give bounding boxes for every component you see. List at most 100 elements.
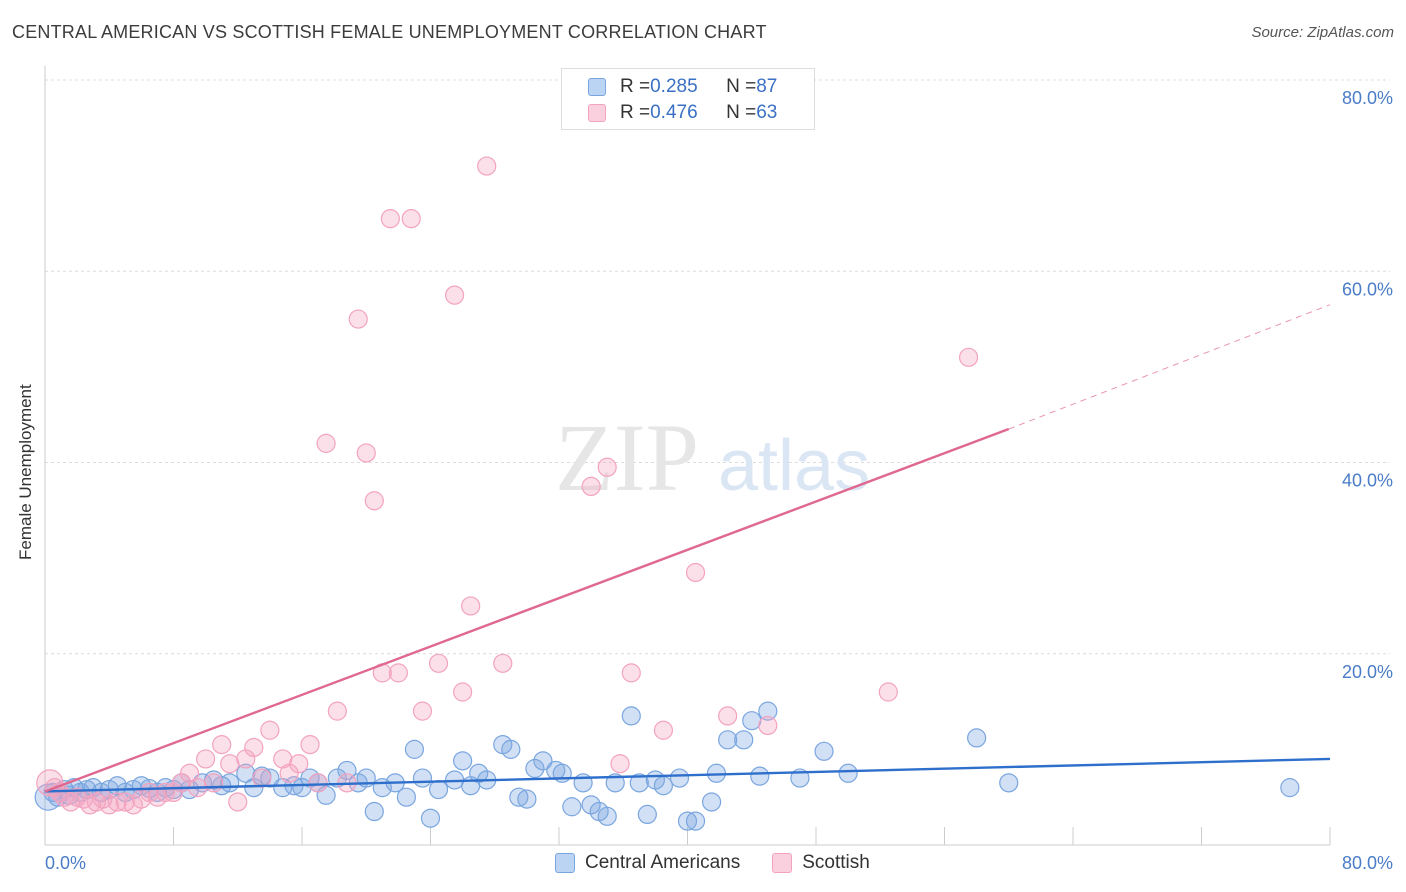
legend-r-label: R =: [620, 102, 651, 123]
trend-lines: [44, 304, 1331, 793]
legend-swatch-pink: [588, 104, 606, 122]
legend-row-central-americans: R = 0.285 N = 87: [588, 75, 777, 99]
point-scottish: [718, 706, 738, 726]
x-tick-label: 80.0%: [1342, 853, 1393, 873]
point-scottish: [453, 682, 473, 702]
point-scottish: [348, 309, 368, 329]
legend-r-label: R =: [620, 76, 651, 97]
point-central-americans: [838, 763, 858, 783]
point-scottish: [380, 209, 400, 229]
point-scottish: [107, 792, 127, 812]
legend-n-label: N =: [726, 76, 757, 97]
y-tick-label: 20.0%: [1342, 662, 1393, 682]
point-central-americans: [244, 778, 264, 798]
source-label: Source: ZipAtlas.com: [1251, 24, 1394, 41]
legend-n-value: 63: [756, 102, 778, 123]
point-scottish: [364, 491, 384, 511]
point-central-americans: [501, 739, 521, 759]
point-central-americans: [562, 797, 582, 817]
watermark: ZIP atlas: [555, 404, 870, 511]
point-scottish: [477, 156, 497, 176]
point-central-americans: [396, 787, 417, 807]
legend-swatch-blue: [555, 853, 575, 873]
point-central-americans: [581, 795, 601, 815]
point-scottish: [236, 749, 256, 769]
legend-item-central-americans: Central Americans: [555, 852, 740, 874]
point-central-americans: [685, 811, 706, 831]
point-scottish: [878, 682, 898, 702]
point-scottish: [316, 433, 336, 453]
point-scottish: [388, 663, 408, 683]
point-central-americans: [220, 773, 240, 793]
point-central-americans: [999, 773, 1019, 793]
point-scottish: [461, 596, 481, 616]
point-scottish: [204, 773, 224, 793]
point-central-americans: [327, 768, 347, 788]
y-tick-label: 80.0%: [1342, 88, 1393, 108]
point-scottish: [597, 457, 617, 477]
legend-row-scottish: R = 0.476 N = 63: [588, 101, 777, 125]
point-central-americans: [517, 789, 537, 809]
point-scottish: [428, 653, 449, 673]
point-scottish: [581, 476, 601, 497]
point-scottish: [327, 701, 347, 721]
point-central-americans: [621, 706, 641, 726]
point-scottish: [685, 562, 706, 583]
tick-labels: 20.0% 40.0% 60.0% 80.0% 0.0% 80.0%: [45, 88, 1393, 873]
point-central-americans: [718, 730, 738, 750]
y-tick-label: 40.0%: [1342, 471, 1393, 491]
point-central-americans: [814, 741, 834, 761]
point-scottish: [401, 209, 421, 229]
point-scottish: [196, 749, 216, 769]
point-central-americans: [653, 776, 674, 796]
series-legend: Central Americans Scottish: [555, 852, 902, 874]
legend-n-value: 87: [756, 76, 778, 97]
trend-line-scottish: [44, 427, 1010, 793]
point-central-americans: [967, 728, 987, 748]
point-scottish: [179, 763, 200, 783]
watermark-atlas: atlas: [718, 426, 870, 506]
point-scottish: [260, 720, 280, 740]
point-central-americans: [412, 768, 433, 788]
point-central-americans: [404, 739, 425, 759]
point-scottish: [289, 754, 309, 774]
point-scottish: [493, 653, 513, 673]
point-central-americans: [734, 730, 754, 750]
y-tick-label: 60.0%: [1342, 279, 1393, 299]
point-central-americans: [701, 792, 722, 812]
point-central-americans: [629, 773, 649, 793]
legend-r-value: 0.476: [650, 102, 698, 123]
point-central-americans: [420, 808, 441, 828]
point-scottish: [653, 720, 674, 740]
watermark-zip: ZIP: [555, 404, 699, 511]
point-central-americans: [525, 758, 545, 779]
legend-item-scottish: Scottish: [772, 852, 870, 874]
legend-swatch-blue: [588, 78, 606, 96]
legend-swatch-pink: [772, 853, 793, 873]
point-scottish: [610, 754, 630, 774]
point-scottish: [220, 754, 240, 774]
point-central-americans: [1280, 778, 1300, 798]
point-scottish: [444, 285, 465, 305]
correlation-legend: R = 0.285 N = 87 R = 0.476 N = 63: [561, 68, 815, 130]
point-scottish: [300, 734, 320, 755]
point-central-americans: [428, 779, 449, 800]
chart-title: CENTRAL AMERICAN VS SCOTTISH FEMALE UNEM…: [12, 22, 767, 42]
point-scottish: [356, 443, 376, 463]
trend-line-scottish-extension: [1008, 304, 1331, 430]
point-scottish: [758, 715, 778, 736]
point-scottish: [958, 347, 979, 367]
point-central-americans: [469, 763, 489, 783]
point-central-americans: [597, 806, 617, 826]
point-central-americans: [758, 701, 778, 721]
point-scottish: [252, 768, 272, 788]
point-scottish: [308, 773, 328, 793]
point-central-americans: [677, 811, 698, 831]
point-central-americans: [637, 804, 657, 825]
point-central-americans: [533, 751, 553, 771]
point-central-americans: [509, 787, 529, 807]
legend-label: Scottish: [802, 852, 870, 873]
point-central-americans: [364, 801, 384, 822]
point-central-americans: [742, 711, 762, 731]
